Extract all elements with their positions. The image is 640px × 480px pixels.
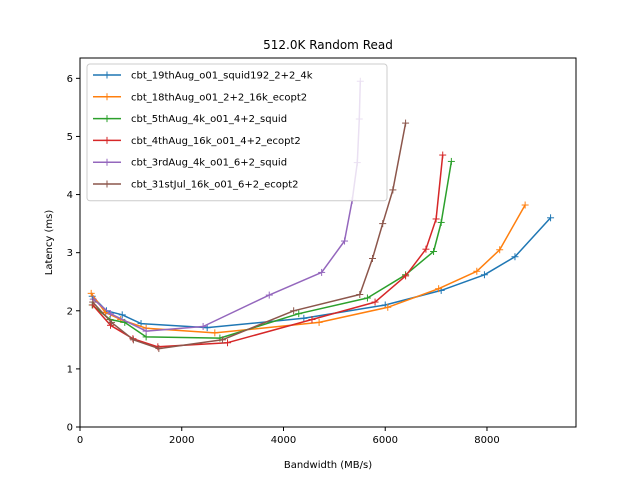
legend-entry: cbt_31stJul_16k_o01_6+2_ecopt2 [93, 180, 299, 191]
data-point [107, 321, 115, 329]
data-point [356, 291, 364, 299]
data-point [437, 218, 445, 226]
y-tick-label: 6 [67, 74, 73, 85]
data-point [547, 214, 555, 222]
data-point [108, 318, 116, 326]
y-axis: 0 1 2 3 4 5 6 [67, 74, 80, 434]
data-point [89, 298, 97, 306]
data-point [369, 254, 377, 262]
y-tick-label: 4 [67, 190, 73, 201]
data-point [402, 272, 410, 280]
data-point [389, 186, 397, 194]
plot-series [87, 77, 555, 353]
data-point [308, 315, 316, 323]
data-point [290, 307, 298, 315]
data-point [511, 253, 519, 261]
data-point [318, 268, 326, 276]
data-point [300, 314, 308, 322]
data-point [315, 318, 323, 326]
data-point [430, 248, 438, 256]
series-2 [87, 201, 529, 337]
data-point [371, 298, 379, 306]
data-point [384, 303, 392, 311]
legend-label: cbt_5thAug_4k_o01_4+2_squid [131, 114, 287, 125]
data-point [265, 291, 273, 299]
legend-label: cbt_18thAug_o01_2+2_16k_ecopt2 [131, 92, 307, 103]
data-point [142, 327, 150, 335]
data-point [341, 237, 349, 245]
data-point [199, 322, 207, 330]
data-point [422, 245, 430, 253]
y-tick-label: 5 [67, 132, 73, 143]
legend-label: cbt_31stJul_16k_o01_6+2_ecopt2 [131, 180, 299, 191]
x-tick-label: 4000 [271, 435, 296, 446]
legend-entry: cbt_3rdAug_4k_o01_6+2_squid [93, 158, 287, 169]
y-tick-label: 2 [67, 306, 73, 317]
legend-box [86, 63, 388, 202]
data-point [432, 215, 440, 223]
y-tick-label: 1 [67, 364, 73, 375]
data-point [480, 271, 488, 279]
data-point [155, 345, 163, 353]
data-point [89, 295, 97, 303]
data-point [363, 294, 371, 302]
data-point [439, 151, 447, 159]
data-point [118, 311, 126, 319]
data-point [218, 336, 226, 344]
legend-label: cbt_3rdAug_4k_o01_6+2_squid [131, 158, 287, 169]
data-point [447, 157, 455, 165]
data-point [402, 119, 410, 127]
y-axis-label: Latency (ms) [44, 210, 55, 276]
data-point [521, 201, 529, 209]
chart-title: 512.0K Random Read [263, 38, 393, 52]
data-point [87, 289, 95, 297]
x-tick-label: 0 [77, 435, 83, 446]
data-point [496, 246, 504, 254]
y-tick-label: 0 [67, 423, 73, 434]
x-tick-label: 2000 [169, 435, 194, 446]
data-point [435, 285, 443, 293]
data-point [473, 267, 481, 275]
legend: cbt_19thAug_o01_squid192_2+2_4k cbt_18thA… [86, 63, 388, 202]
legend-entry: cbt_4thAug_16k_o01_4+2_ecopt2 [93, 136, 301, 147]
x-axis-label: Bandwidth (MB/s) [284, 460, 372, 471]
legend-label: cbt_4thAug_16k_o01_4+2_ecopt2 [131, 136, 301, 147]
legend-entry: cbt_19thAug_o01_squid192_2+2_4k [93, 71, 313, 82]
data-point [379, 220, 387, 228]
x-tick-label: 6000 [373, 435, 398, 446]
plot-frame [79, 57, 577, 428]
series-6 [89, 119, 410, 353]
legend-label: cbt_19thAug_o01_squid192_2+2_4k [131, 71, 313, 82]
x-axis: 0 2000 4000 6000 8000 [77, 427, 500, 446]
y-tick-label: 3 [67, 248, 73, 259]
data-point [107, 310, 115, 318]
legend-entry: cbt_5thAug_4k_o01_4+2_squid [93, 114, 287, 125]
data-point [224, 339, 232, 347]
data-point [129, 336, 137, 344]
data-point [295, 310, 303, 318]
legend-entry: cbt_18thAug_o01_2+2_16k_ecopt2 [93, 92, 307, 103]
x-tick-label: 8000 [474, 435, 499, 446]
data-point [211, 329, 219, 337]
